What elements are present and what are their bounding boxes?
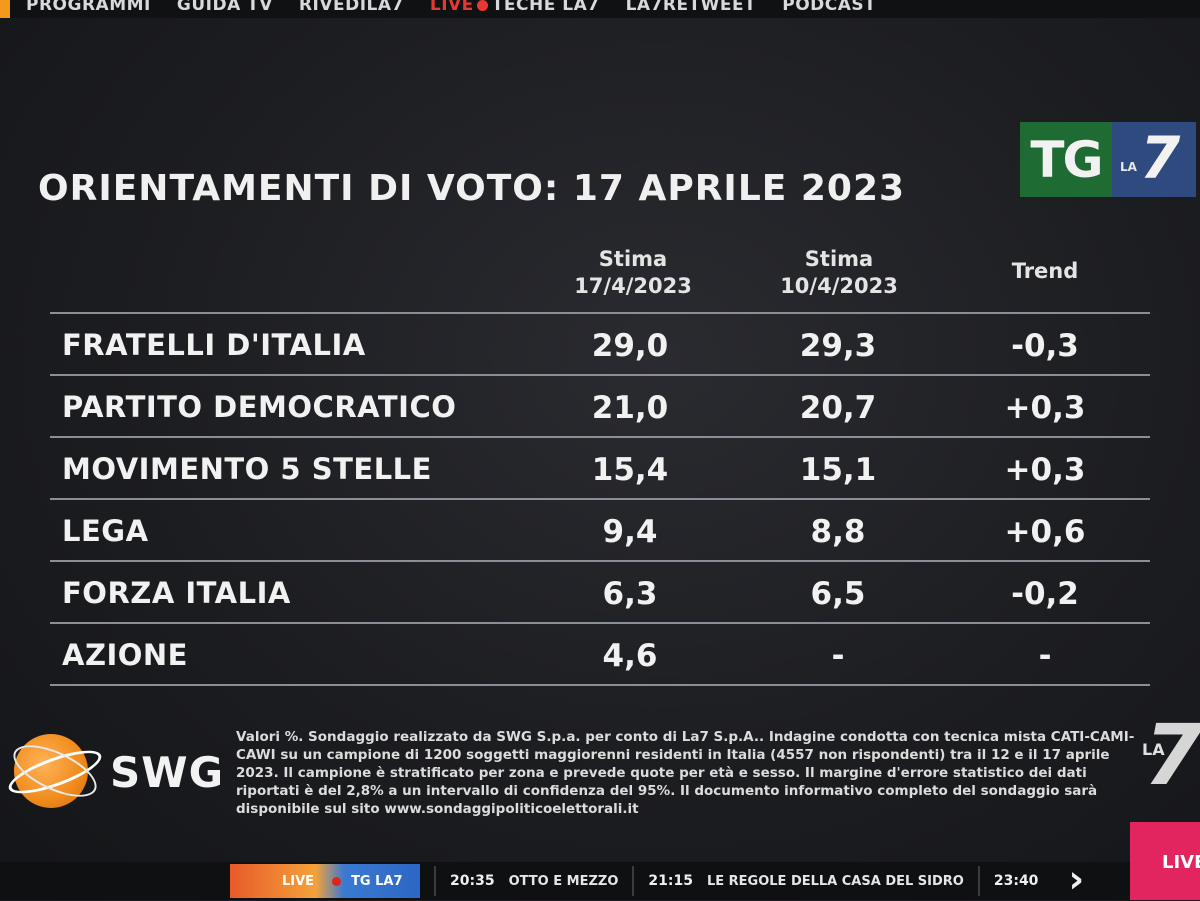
schedule-program: LE REGOLE DELLA CASA DEL SIDRO [706,873,964,889]
live-label: LIVE [282,873,315,889]
schedule-item[interactable]: 20:35 OTTO E MEZZO [450,873,618,889]
value-previous: 8,8 [810,514,866,550]
party-name: PARTITO DEMOCRATICO [62,390,457,424]
nav-item-programmi[interactable]: PROGRAMMI [26,0,151,15]
nav-item-rivedila7[interactable]: RIVEDILA7 [298,0,404,15]
schedule-time: 23:40 [993,873,1039,889]
value-current: 4,6 [602,638,658,674]
value-trend: - [1038,638,1052,674]
table-row: LEGA 9,4 8,8 +0,6 [50,498,1150,560]
top-navigation: PROGRAMMI GUIDA TV RIVEDILA7 LIVE TECHE … [0,0,1200,18]
column-header-line2: 10/4/2023 [780,274,898,298]
nav-accent-mark [0,0,10,18]
la7-logo-block: LA 7 [1112,122,1196,197]
schedule-item[interactable]: 21:15 LE REGOLE DELLA CASA DEL SIDRO [648,873,963,889]
live-corner-label: LIVE [1162,852,1200,873]
nav-item-guida-tv[interactable]: GUIDA TV [176,0,273,15]
channel-name: TG LA7 [351,873,403,889]
column-header-line1: Trend [1011,259,1079,283]
schedule-item[interactable]: 23:40 [994,873,1053,889]
methodology-note: Valori %. Sondaggio realizzato da SWG S.… [236,729,1135,817]
value-trend: +0,3 [1004,452,1086,488]
value-current: 15,4 [591,452,669,488]
nav-item-live-label: LIVE [429,0,474,15]
value-trend: +0,6 [1004,514,1086,550]
divider [632,866,635,896]
party-name: FORZA ITALIA [62,576,291,610]
value-trend: -0,2 [1011,576,1079,612]
column-header-line1: Stima [598,247,668,271]
la7-watermark-la: LA [1142,740,1165,759]
bottom-schedule-bar: LIVE TG LA7 20:35 OTTO E MEZZO 21:15 LE … [0,857,1200,901]
divider [434,866,436,896]
tg-la7-logo: TG LA 7 [1020,122,1196,197]
schedule-time: 21:15 [648,873,693,889]
party-name: FRATELLI D'ITALIA [62,328,366,362]
column-header-stima-current: Stima 17/4/2023 [548,246,718,300]
la7-watermark: 7 LA [1140,706,1200,804]
value-trend: +0,3 [1004,390,1086,426]
value-current: 9,4 [602,514,658,550]
column-header-line2: 17/4/2023 [574,274,692,298]
party-name: LEGA [62,514,149,548]
nav-item-podcast[interactable]: PODCAST [782,0,877,15]
value-current: 29,0 [591,328,669,364]
column-header-trend: Trend [980,258,1110,285]
nav-item-teche-la7[interactable]: TECHE LA7 [491,0,600,15]
live-corner-badge[interactable]: LIVE [1130,822,1200,900]
nav-item-la7retweet[interactable]: LA7RETWEET [625,0,757,15]
value-trend: -0,3 [1011,328,1079,364]
column-header-line1: Stima [804,247,874,271]
value-previous: 15,1 [799,452,877,488]
swg-logo: SWG [4,730,225,810]
value-previous: 29,3 [799,328,877,364]
schedule-time: 20:35 [450,873,495,889]
chevron-right-icon[interactable]: › [1068,857,1085,901]
value-previous: 6,5 [810,576,866,612]
live-channel-button[interactable]: LIVE TG LA7 [230,864,420,898]
la7-watermark-seven: 7 [1144,706,1200,804]
table-row: MOVIMENTO 5 STELLE 15,4 15,1 +0,3 [50,436,1150,498]
nav-item-live[interactable]: LIVE [430,0,488,15]
value-current: 6,3 [602,576,658,612]
page-title: ORIENTAMENTI DI VOTO: 17 APRILE 2023 [38,168,906,209]
table-row: FORZA ITALIA 6,3 6,5 -0,2 [50,560,1150,622]
value-previous: 20,7 [799,390,877,426]
schedule-program: OTTO E MEZZO [508,873,619,889]
la7-logo-la: LA [1120,160,1137,174]
divider [977,866,980,896]
live-dot-icon [332,876,342,886]
tg-logo-text: TG [1020,122,1112,197]
table-row: FRATELLI D'ITALIA 29,0 29,3 -0,3 [50,312,1150,374]
la7-logo-seven: 7 [1140,124,1181,192]
table-row: AZIONE 4,6 - - [50,622,1150,686]
value-previous: - [831,638,845,674]
column-header-stima-previous: Stima 10/4/2023 [754,246,924,300]
party-name: MOVIMENTO 5 STELLE [62,452,432,486]
value-current: 21,0 [591,390,669,426]
poll-table: FRATELLI D'ITALIA 29,0 29,3 -0,3 PARTITO… [50,312,1150,686]
swg-globe-icon [14,734,88,808]
party-name: AZIONE [62,638,188,672]
swg-logo-text: SWG [110,748,225,797]
table-row: PARTITO DEMOCRATICO 21,0 20,7 +0,3 [50,374,1150,436]
live-dot-icon [476,0,488,11]
